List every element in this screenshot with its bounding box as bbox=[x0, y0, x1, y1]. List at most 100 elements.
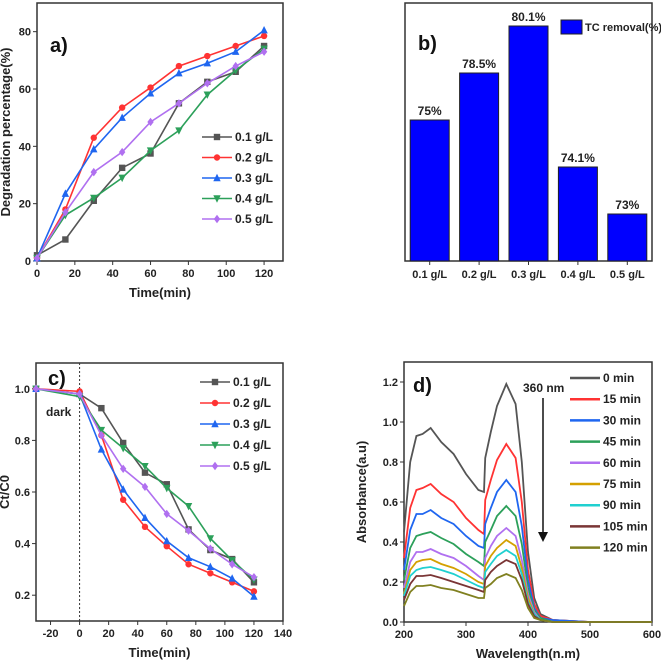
legend-label: 0.1 g/L bbox=[233, 375, 271, 389]
legend-marker bbox=[211, 461, 219, 471]
data-point bbox=[260, 32, 268, 40]
panel-label: b) bbox=[418, 33, 437, 55]
data-point bbox=[33, 253, 41, 263]
y-tick-label: 0.4 bbox=[383, 537, 399, 549]
panel-label: d) bbox=[413, 375, 432, 397]
data-point bbox=[175, 62, 183, 70]
x-tick-label: 20 bbox=[103, 628, 115, 640]
data-point bbox=[118, 174, 126, 183]
legend-label: 0.3 g/L bbox=[235, 171, 273, 185]
data-point bbox=[119, 496, 127, 503]
data-point bbox=[250, 588, 258, 595]
y-tick-label: 40 bbox=[19, 141, 31, 153]
legend-marker bbox=[213, 214, 221, 224]
data-point bbox=[119, 485, 127, 493]
y-tick-label: 0.4 bbox=[15, 539, 31, 551]
dark-annotation: dark bbox=[46, 405, 72, 419]
bar bbox=[607, 213, 648, 262]
panel-c bbox=[32, 362, 284, 625]
bar-data-label: 73% bbox=[615, 198, 639, 212]
data-point bbox=[207, 570, 214, 577]
data-point bbox=[147, 84, 154, 91]
data-point bbox=[231, 47, 240, 55]
legend-label: 0.5 g/L bbox=[235, 212, 273, 226]
data-point bbox=[118, 147, 126, 157]
series-line bbox=[403, 504, 652, 623]
x-tick-label: 80 bbox=[182, 268, 194, 280]
data-point bbox=[141, 513, 149, 521]
data-point bbox=[232, 61, 239, 71]
x-tick-label: 0.4 g/L bbox=[560, 269, 595, 281]
x-axis-title: Wavelength(n.m) bbox=[476, 646, 580, 661]
series-0-5-g-L bbox=[32, 384, 258, 582]
data-point bbox=[62, 236, 69, 243]
bar bbox=[557, 166, 598, 262]
legend-marker bbox=[213, 195, 221, 203]
data-point bbox=[206, 535, 215, 543]
data-point bbox=[97, 445, 106, 453]
series-line bbox=[403, 558, 652, 623]
x-tick-label: 0.5 g/L bbox=[610, 269, 645, 281]
data-point bbox=[76, 389, 83, 399]
legend-marker bbox=[213, 173, 221, 182]
bar bbox=[508, 25, 549, 262]
data-point bbox=[175, 127, 183, 135]
x-axis-title: Time(min) bbox=[129, 645, 191, 660]
data-point bbox=[118, 104, 126, 111]
legend-label: 60 min bbox=[603, 456, 641, 470]
data-point bbox=[90, 167, 97, 177]
data-point bbox=[260, 26, 268, 34]
x-tick-label: 0.1 g/L bbox=[412, 269, 447, 281]
data-point bbox=[204, 79, 211, 88]
legend-marker bbox=[211, 378, 219, 386]
y-axis-title: Degradation percentage(%) bbox=[0, 47, 13, 216]
x-tick-label: 140 bbox=[274, 628, 292, 640]
data-point bbox=[163, 509, 170, 519]
series-120-min bbox=[403, 573, 652, 623]
data-point bbox=[146, 147, 155, 155]
data-point bbox=[207, 544, 214, 553]
panel-b bbox=[404, 2, 653, 265]
x-tick-label: -20 bbox=[43, 628, 59, 640]
series-line bbox=[35, 388, 255, 583]
series-line bbox=[403, 442, 652, 623]
data-point bbox=[146, 89, 155, 97]
legend-swatch bbox=[560, 19, 583, 35]
y-tick-label: 60 bbox=[19, 84, 31, 96]
x-tick-label: 0.3 g/L bbox=[511, 269, 546, 281]
series-0-5-g-L bbox=[33, 47, 268, 263]
wavelength-annotation: 360 nm bbox=[523, 381, 564, 395]
y-tick-label: 0.6 bbox=[15, 487, 30, 499]
bar bbox=[409, 119, 450, 262]
legend-label: 105 min bbox=[603, 519, 648, 533]
legend-label: 75 min bbox=[603, 477, 641, 491]
x-tick-label: 40 bbox=[107, 268, 119, 280]
bar-data-label: 75% bbox=[418, 104, 442, 118]
data-point bbox=[118, 113, 126, 121]
y-tick-label: 0 bbox=[25, 256, 31, 268]
x-tick-label: 40 bbox=[132, 628, 144, 640]
x-tick-label: 100 bbox=[216, 628, 234, 640]
data-point bbox=[32, 384, 40, 393]
data-point bbox=[119, 464, 127, 473]
legend-label: 0.2 g/L bbox=[235, 151, 273, 165]
legend-label: 0.2 g/L bbox=[233, 396, 271, 410]
x-tick-label: 60 bbox=[144, 268, 156, 280]
x-tick-label: 60 bbox=[161, 628, 173, 640]
legend-label: 0.3 g/L bbox=[233, 417, 271, 431]
y-axis-title: Ct/C0 bbox=[0, 475, 12, 509]
data-point bbox=[98, 431, 105, 440]
y-tick-label: 0.8 bbox=[15, 435, 30, 447]
x-tick-label: 600 bbox=[643, 629, 661, 641]
data-point bbox=[119, 444, 127, 453]
series-45-min bbox=[403, 504, 652, 623]
data-point bbox=[185, 561, 192, 568]
data-point bbox=[228, 574, 236, 582]
y-tick-label: 20 bbox=[19, 199, 31, 211]
data-point bbox=[62, 208, 69, 217]
y-tick-label: 80 bbox=[19, 27, 31, 39]
y-tick-label: 1.0 bbox=[15, 384, 30, 396]
data-point bbox=[250, 592, 258, 600]
legend-marker bbox=[211, 419, 219, 428]
data-point bbox=[175, 99, 183, 108]
